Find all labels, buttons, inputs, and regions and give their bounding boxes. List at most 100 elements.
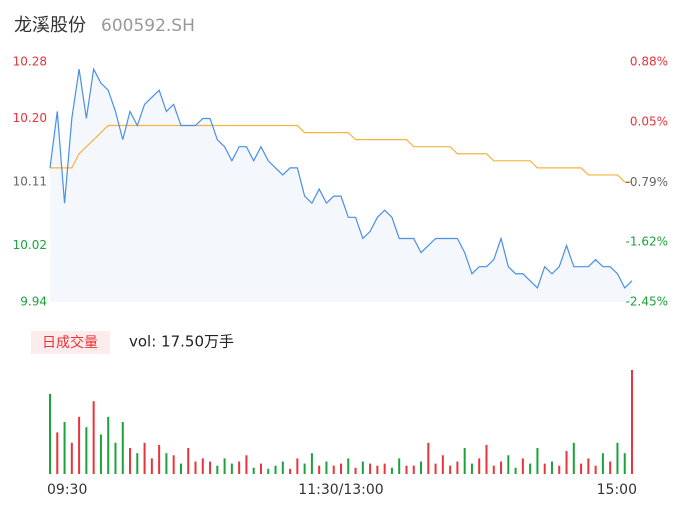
x-tick-label: 15:00 — [597, 482, 637, 498]
volume-bar — [216, 465, 219, 474]
y2-tick-label: -0.79% — [626, 175, 668, 189]
volume-bar — [92, 401, 95, 474]
y-tick-label: 10.02 — [13, 238, 47, 252]
y2-tick-label: 0.05% — [630, 114, 668, 128]
volume-bar — [631, 370, 633, 474]
volume-bar — [136, 453, 139, 474]
volume-bar — [209, 461, 212, 474]
volume-bar — [616, 442, 619, 474]
volume-bar — [318, 465, 321, 474]
price-area — [50, 69, 632, 302]
volume-bar — [70, 442, 73, 474]
volume-bar — [332, 465, 335, 474]
volume-bar — [594, 465, 597, 474]
volume-bar — [536, 448, 539, 474]
volume-bar — [369, 463, 372, 474]
volume-bar — [303, 463, 306, 474]
volume-title: 日成交量 — [42, 334, 98, 351]
volume-bar — [572, 442, 575, 474]
volume-bar — [485, 444, 488, 474]
volume-bar — [412, 465, 415, 474]
volume-bar — [580, 463, 583, 474]
volume-bar — [470, 463, 473, 474]
volume-bar — [310, 453, 313, 474]
volume-bar — [201, 458, 204, 474]
average-line — [50, 124, 632, 183]
volume-bar — [63, 422, 66, 474]
volume-bar — [194, 461, 197, 474]
volume-total: vol: 17.50万手 — [129, 333, 234, 351]
volume-bar — [238, 461, 241, 474]
volume-bar — [296, 458, 299, 474]
volume-bar — [223, 458, 226, 474]
volume-bar — [340, 463, 342, 474]
y-tick-label: 10.11 — [13, 175, 47, 189]
volume-bar — [165, 453, 168, 474]
y2-tick-label: -1.62% — [626, 235, 668, 249]
volume-bar — [274, 465, 277, 474]
volume-bar — [478, 458, 481, 474]
volume-badge — [31, 331, 110, 354]
volume-bar — [623, 453, 626, 474]
volume-bar — [441, 455, 444, 474]
y-tick-label: 10.28 — [13, 55, 47, 69]
volume-bar — [172, 455, 175, 474]
x-tick-label: 09:30 — [47, 482, 87, 498]
volume-bar — [230, 463, 233, 474]
volume-bar — [121, 422, 124, 474]
volume-bar — [187, 448, 190, 474]
volume-bar — [529, 463, 532, 474]
volume-bar — [252, 467, 255, 474]
volume-bar — [500, 461, 503, 474]
stock-name: 龙溪股份 — [14, 15, 86, 36]
volume-bar — [405, 465, 408, 474]
volume-bar — [558, 465, 561, 474]
volume-bar — [259, 463, 262, 474]
volume-bar — [543, 463, 546, 474]
y2-tick-label: 0.88% — [630, 55, 668, 69]
volume-bar — [114, 442, 117, 474]
volume-bar — [507, 455, 510, 474]
volume-bar — [267, 468, 270, 474]
volume-bar — [427, 442, 430, 474]
volume-bar — [550, 461, 553, 474]
volume-bar — [456, 461, 459, 474]
volume-bar — [289, 468, 292, 474]
volume-bar — [376, 465, 379, 474]
volume-bar — [354, 467, 357, 474]
y2-tick-label: -2.45% — [626, 295, 668, 309]
volume-bar — [347, 458, 350, 474]
volume-bar — [587, 458, 590, 474]
volume-bar — [514, 467, 517, 474]
volume-bar — [49, 393, 51, 474]
volume-bar — [281, 461, 284, 474]
volume-bar — [463, 448, 466, 474]
volume-bar — [420, 461, 423, 474]
volume-bar — [99, 434, 102, 474]
volume-bar — [85, 427, 88, 474]
volume-bar — [361, 461, 364, 474]
stock-code: 600592.SH — [101, 16, 195, 36]
volume-bar — [398, 458, 401, 474]
volume-bar — [56, 432, 59, 474]
volume-bar — [434, 463, 437, 474]
volume-bar — [78, 416, 81, 474]
price-line — [49, 67, 633, 289]
volume-bar — [158, 444, 161, 474]
volume-bar — [390, 467, 393, 474]
volume-bar — [521, 458, 524, 474]
volume-bar — [492, 465, 495, 474]
volume-bar — [449, 465, 452, 474]
volume-bar — [129, 448, 132, 474]
volume-bar — [325, 461, 328, 474]
y-tick-label: 9.94 — [20, 295, 47, 309]
y-tick-label: 10.20 — [13, 111, 47, 125]
volume-bar — [143, 442, 146, 474]
volume-bar — [245, 455, 248, 474]
volume-bar — [179, 463, 182, 474]
volume-bar — [609, 461, 612, 474]
volume-bar — [107, 416, 110, 474]
volume-bar — [601, 453, 604, 474]
volume-bar — [150, 458, 153, 474]
